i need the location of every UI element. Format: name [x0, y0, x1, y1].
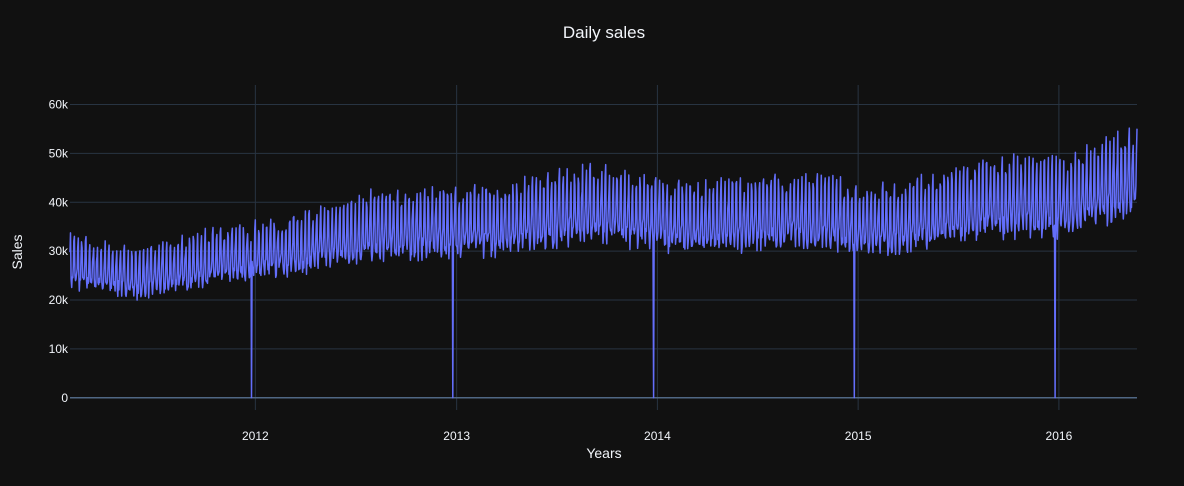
y-gridlines	[70, 104, 1137, 399]
y-tick-label: 10k	[49, 342, 69, 356]
x-tick-label: 2014	[644, 429, 671, 443]
x-tick-label: 2015	[845, 429, 872, 443]
x-axis-title: Years	[586, 445, 621, 461]
x-axis-ticks: 2012 2013 2014 2015 2016	[242, 429, 1073, 443]
y-tick-label: 60k	[49, 98, 69, 112]
y-tick-label: 30k	[49, 244, 69, 258]
y-tick-label: 40k	[49, 195, 69, 209]
chart-title: Daily sales	[563, 23, 645, 42]
y-tick-label: 0	[61, 391, 68, 405]
x-tick-label: 2016	[1046, 429, 1073, 443]
sales-series	[69, 127, 1138, 399]
y-tick-label: 50k	[49, 146, 69, 160]
sales-line	[69, 127, 1138, 399]
x-tick-label: 2013	[443, 429, 470, 443]
y-axis-title: Sales	[9, 234, 25, 269]
x-gridlines	[254, 85, 1060, 410]
x-tick-label: 2012	[242, 429, 269, 443]
y-axis-ticks: 0 10k 20k 30k 40k 50k 60k	[49, 98, 69, 405]
y-tick-label: 20k	[49, 293, 69, 307]
